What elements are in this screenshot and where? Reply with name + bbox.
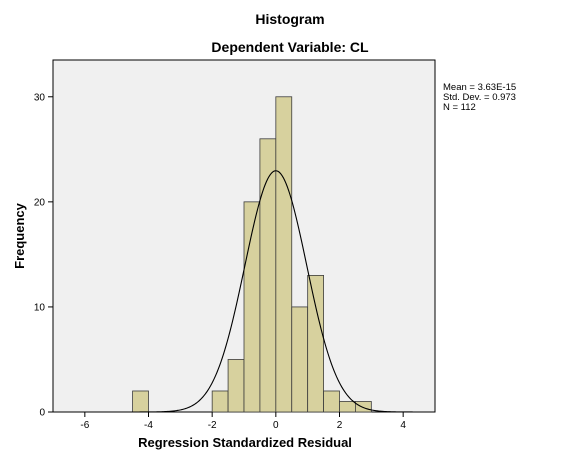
y-tick-label: 30 — [34, 92, 46, 103]
histogram-bar — [291, 306, 309, 413]
bars-group — [132, 96, 372, 413]
histogram-bar — [307, 275, 324, 413]
histogram-bar — [132, 390, 149, 413]
histogram-bar — [227, 359, 245, 413]
y-tick-label: 0 — [39, 408, 45, 419]
stat-std-dev: Std. Dev. = 0.973 — [443, 92, 516, 103]
axes-group: -6 -4 -2 0 2 4 0 10 20 30 — [34, 92, 407, 431]
x-tick-label: -6 — [80, 420, 89, 431]
x-tick-label: 4 — [400, 420, 406, 431]
x-tick-label: 0 — [273, 420, 279, 431]
y-tick-label: 10 — [34, 302, 46, 313]
histogram-bar — [275, 96, 293, 413]
chart-title: Histogram — [255, 11, 324, 27]
y-tick-label: 20 — [34, 197, 46, 208]
x-axis-title: Regression Standardized Residual — [138, 435, 352, 450]
x-tick-label: 2 — [337, 420, 343, 431]
stat-mean: Mean = 3.63E-15 — [443, 82, 516, 93]
histogram-bar — [211, 390, 229, 413]
y-axis-title: Frequency — [12, 202, 27, 269]
histogram-bar — [355, 401, 372, 413]
histogram-bar — [323, 390, 340, 413]
x-tick-label: -2 — [208, 420, 217, 431]
x-tick-label: -4 — [144, 420, 153, 431]
chart-subtitle: Dependent Variable: CL — [211, 39, 369, 55]
stat-n: N = 112 — [443, 102, 476, 113]
normal-curve — [103, 170, 416, 413]
histogram-bar — [339, 401, 356, 413]
